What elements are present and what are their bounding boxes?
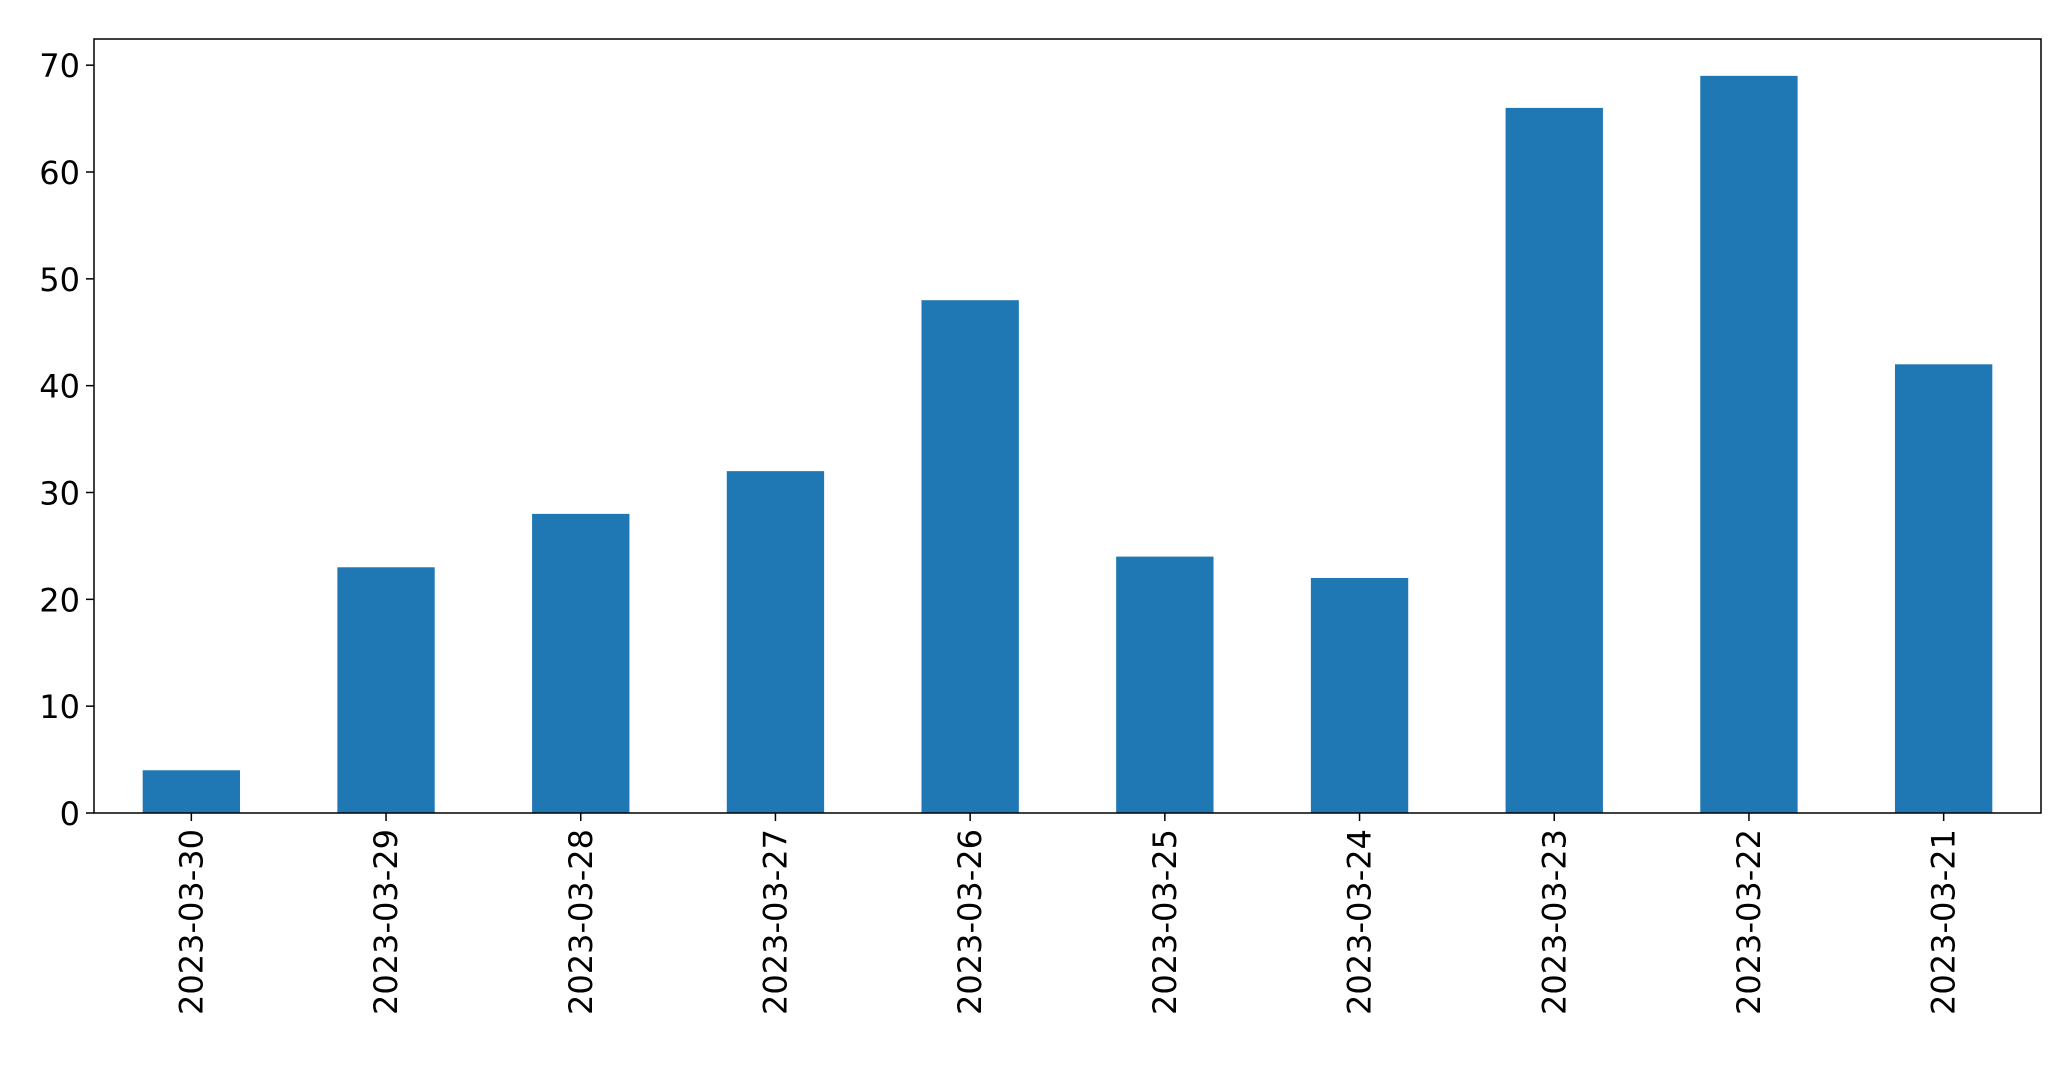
x-tick-label: 2023-03-23 bbox=[1535, 829, 1573, 1015]
bar-2023-03-23 bbox=[1505, 107, 1603, 813]
bar-2023-03-22 bbox=[1700, 75, 1798, 814]
y-tick-label: 40 bbox=[39, 368, 80, 406]
x-tick-label: 2023-03-26 bbox=[951, 829, 989, 1015]
y-tick-label: 30 bbox=[39, 475, 80, 513]
y-axis: 0 10 20 30 40 50 60 70 bbox=[39, 47, 94, 833]
y-tick-label: 10 bbox=[39, 688, 80, 726]
y-tick-label: 20 bbox=[39, 581, 80, 619]
bar-2023-03-26 bbox=[921, 300, 1019, 813]
x-tick-label: 2023-03-25 bbox=[1146, 829, 1184, 1015]
x-tick-label: 2023-03-27 bbox=[756, 829, 794, 1015]
y-tick-label: 0 bbox=[60, 795, 80, 833]
x-axis: 2023-03-30 2023-03-29 2023-03-28 2023-03-27… bbox=[172, 813, 1963, 1015]
y-tick-label: 50 bbox=[39, 261, 80, 299]
x-tick-label: 2023-03-24 bbox=[1341, 829, 1379, 1015]
bar-2023-03-25 bbox=[1116, 556, 1214, 813]
x-tick-label: 2023-03-21 bbox=[1925, 829, 1963, 1015]
bar-2023-03-30 bbox=[142, 770, 241, 813]
bars bbox=[142, 75, 1993, 814]
bar-2023-03-24 bbox=[1310, 577, 1409, 813]
y-tick-label: 70 bbox=[39, 47, 80, 85]
x-tick-label: 2023-03-29 bbox=[367, 829, 405, 1015]
bar-2023-03-27 bbox=[726, 471, 825, 813]
bar-2023-03-21 bbox=[1894, 364, 1993, 813]
x-tick-label: 2023-03-30 bbox=[172, 829, 210, 1015]
x-tick-label: 2023-03-22 bbox=[1730, 829, 1768, 1015]
bar-2023-03-29 bbox=[337, 567, 435, 813]
y-tick-label: 60 bbox=[39, 154, 80, 192]
bar-2023-03-28 bbox=[532, 513, 630, 813]
x-tick-label: 2023-03-28 bbox=[562, 829, 600, 1015]
plot-frame bbox=[93, 38, 2042, 814]
